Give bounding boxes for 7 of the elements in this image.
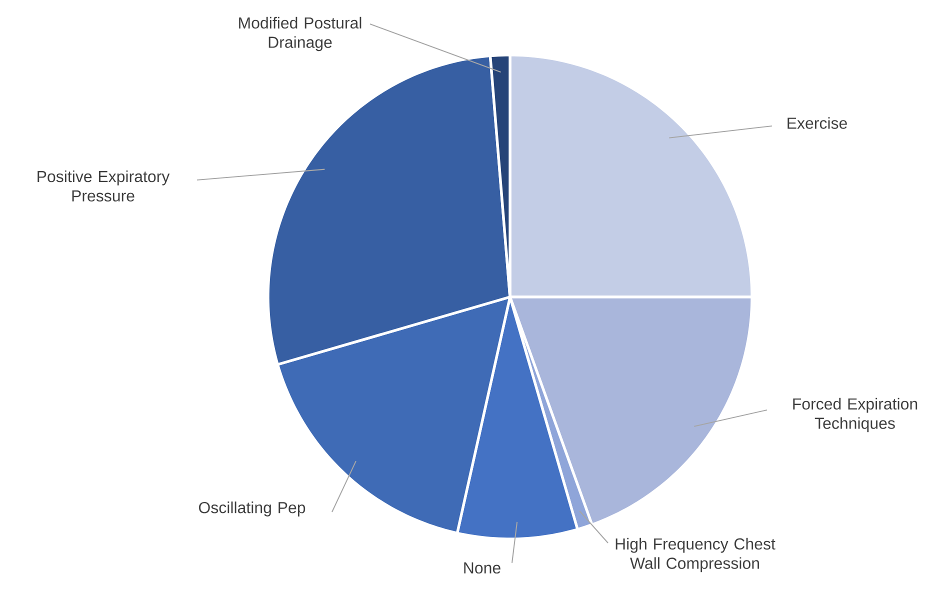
slice-label: High Frequency Chest Wall Compression <box>616 538 776 572</box>
slice-label: Exercise <box>788 117 847 129</box>
slice-label: None <box>464 562 500 574</box>
slice-label: Oscillating Pep <box>198 502 306 516</box>
slice-label: Forced Expiration Techniques <box>793 398 918 432</box>
slice-label: Modified Postural Drainage <box>239 16 362 52</box>
slice-label: Positive Expiratory Pressure <box>38 170 170 202</box>
